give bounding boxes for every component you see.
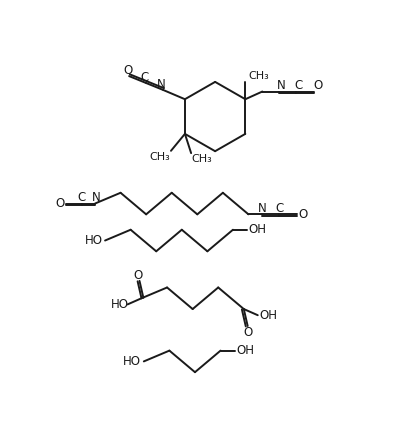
Text: C: C [140, 71, 149, 84]
Text: CH₃: CH₃ [191, 154, 212, 164]
Text: O: O [313, 79, 323, 92]
Text: OH: OH [236, 344, 254, 357]
Text: N: N [157, 78, 166, 91]
Text: HO: HO [85, 234, 103, 247]
Text: C: C [275, 202, 284, 214]
Text: N: N [92, 191, 101, 204]
Text: O: O [55, 197, 65, 210]
Text: C: C [78, 191, 86, 204]
Text: CH₃: CH₃ [248, 71, 269, 81]
Text: CH₃: CH₃ [150, 152, 171, 162]
Text: HO: HO [111, 298, 129, 311]
Text: O: O [133, 269, 142, 282]
Text: N: N [277, 79, 285, 92]
Text: HO: HO [123, 355, 141, 368]
Text: OH: OH [249, 223, 267, 236]
Text: O: O [123, 64, 132, 77]
Text: C: C [294, 79, 302, 92]
Text: O: O [298, 208, 307, 221]
Text: N: N [258, 202, 267, 214]
Text: OH: OH [260, 309, 278, 322]
Text: O: O [243, 326, 252, 339]
